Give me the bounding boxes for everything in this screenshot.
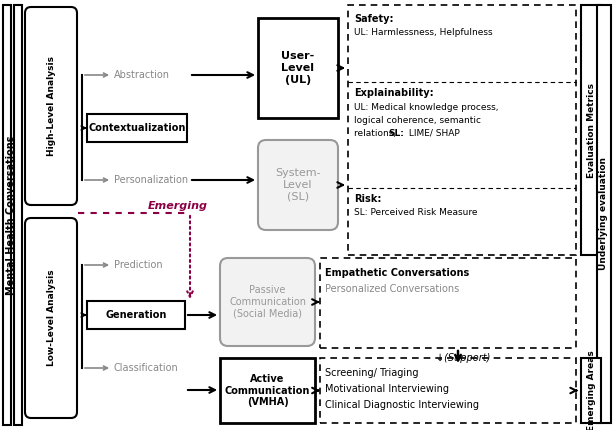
Text: Mental Health Conversations: Mental Health Conversations [6,135,16,295]
Text: Prediction: Prediction [114,260,163,270]
Text: Generation: Generation [106,310,166,320]
Bar [14,5,22,425]
Text: relations,: relations, [354,129,399,138]
Bar [320,258,576,348]
FancyBboxPatch shape [25,218,77,418]
Text: UL: Medical knowledge process,: UL: Medical knowledge process, [354,103,499,112]
Text: LIME/ SHAP: LIME/ SHAP [406,129,460,138]
Text: User-
Level
(UL): User- Level (UL) [281,52,314,85]
Text: SL:: SL: [388,129,404,138]
Bar [3,5,11,425]
Text: Safety:: Safety: [354,14,394,24]
Text: Emerging: Emerging [148,201,208,211]
Bar [597,5,611,423]
Text: Screening/ Triaging: Screening/ Triaging [325,368,419,378]
Bar [87,114,187,142]
Text: Classification: Classification [114,363,179,373]
Text: Explainability:: Explainability: [354,88,433,98]
Text: logical coherence, semantic: logical coherence, semantic [354,116,481,125]
Bar [581,5,601,255]
Text: ↓(Support): ↓(Support) [436,353,491,363]
FancyBboxPatch shape [25,7,77,205]
Text: Active
Communication
(VMHA): Active Communication (VMHA) [225,374,310,407]
Text: Abstraction: Abstraction [114,70,170,80]
Bar [320,358,576,423]
Text: Underlying evaluation: Underlying evaluation [599,157,608,270]
Text: SL: Perceived Risk Measure: SL: Perceived Risk Measure [354,208,478,217]
Bar [220,358,315,423]
Text: System-
Level
(SL): System- Level (SL) [275,169,321,202]
Text: Contextualization: Contextualization [88,123,185,133]
FancyBboxPatch shape [258,140,338,230]
Text: Personalization: Personalization [114,175,188,185]
FancyBboxPatch shape [220,258,315,346]
Text: Passive
Communication
(Social Media): Passive Communication (Social Media) [229,286,306,319]
Text: Empathetic Conversations: Empathetic Conversations [325,268,469,278]
Bar [348,5,576,255]
Text: Emerging Areas: Emerging Areas [586,350,596,430]
Text: Low-Level Analysis: Low-Level Analysis [47,270,55,366]
Text: Personalized Conversations: Personalized Conversations [325,284,459,294]
Bar [258,18,338,118]
Text: Evaluation Metrics: Evaluation Metrics [586,83,596,178]
Bar [87,301,185,329]
Text: Clinical Diagnostic Interviewing: Clinical Diagnostic Interviewing [325,400,479,410]
Text: Motivational Interviewing: Motivational Interviewing [325,384,449,394]
Text: Risk:: Risk: [354,194,381,204]
Text: High-Level Analysis: High-Level Analysis [47,56,55,156]
Bar [581,358,601,423]
Text: UL: Harmlessness, Helpfulness: UL: Harmlessness, Helpfulness [354,28,492,37]
